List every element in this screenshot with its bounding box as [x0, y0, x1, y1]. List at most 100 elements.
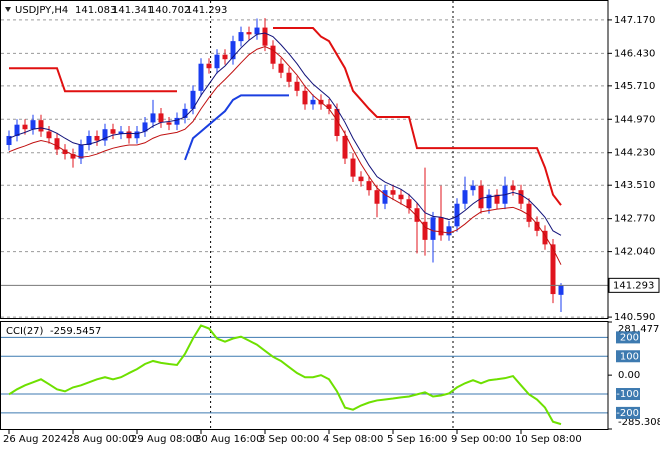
candle-body [166, 122, 172, 125]
candle-body [30, 120, 36, 130]
high-value: 141.341 [112, 5, 153, 16]
x-tick-label: 9 Sep 00:00 [451, 434, 511, 445]
candle-body [86, 135, 92, 146]
cci-line [8, 324, 562, 426]
level-label: -200 [616, 408, 639, 419]
candle-body [470, 185, 476, 191]
x-tick-label: 3 Sep 00:00 [259, 434, 319, 445]
y-tick-label: 142.040 [614, 247, 655, 258]
cci-value: -259.5457 [50, 326, 101, 337]
candle-body [118, 131, 124, 134]
candle-body [6, 135, 12, 146]
y-tick-label: 146.430 [614, 48, 655, 59]
candle-body [430, 217, 436, 240]
candle-body [198, 63, 204, 91]
y-tick-label: 140.590 [614, 312, 655, 323]
indicator-line [184, 94, 289, 161]
level-label-box [616, 331, 640, 344]
candle-body [222, 54, 228, 60]
candle-body [134, 131, 140, 139]
candle-body [406, 199, 412, 209]
candle-body [150, 113, 156, 123]
collapse-icon [5, 7, 11, 12]
y-tick-label: 281.4778 [618, 324, 660, 335]
candle-body [38, 120, 44, 132]
x-tick-label: 4 Sep 08:00 [323, 434, 383, 445]
candle-body [550, 244, 556, 295]
level-label-box [616, 406, 640, 419]
x-tick-label: 29 Aug 08:00 [131, 434, 198, 445]
cci-panel [0, 321, 609, 430]
y-tick-label: 0.00 [618, 370, 640, 381]
y-tick-label: 145.710 [614, 81, 655, 92]
candle-body [102, 129, 108, 141]
x-tick-label: 28 Aug 00:00 [67, 434, 134, 445]
candle-body [310, 99, 316, 105]
candle-body [518, 190, 524, 204]
candle-body [374, 190, 380, 204]
candle-body [278, 63, 284, 73]
candle-body [534, 221, 540, 231]
candle-body [478, 185, 484, 209]
candle-body [438, 217, 444, 236]
candle-body [350, 158, 356, 177]
candle-body [326, 104, 332, 109]
candle-body [510, 185, 516, 191]
candle-body [246, 32, 252, 35]
candle-body [542, 230, 548, 245]
candle-body [214, 54, 220, 69]
candle-body [366, 181, 372, 191]
price-label-box [608, 277, 660, 293]
candle-body [14, 124, 20, 136]
x-tick-label: 10 Sep 08:00 [515, 434, 582, 445]
candle-body [334, 108, 340, 136]
price-panel [0, 0, 609, 319]
x-tick-label: 26 Aug 2024 [3, 434, 67, 445]
candle-body [110, 129, 116, 134]
candle-body [46, 131, 52, 139]
candle-body [62, 149, 68, 155]
candle-body [54, 138, 60, 150]
candle-body [190, 90, 196, 109]
candle-body [294, 81, 300, 91]
candle-body [286, 72, 292, 82]
indicator-line [9, 27, 562, 206]
y-tick-label: 144.970 [614, 114, 655, 125]
candle-body [238, 32, 244, 42]
candle-body [142, 122, 148, 132]
candle-body [526, 203, 532, 222]
candle-body [446, 226, 452, 236]
candle-body [22, 124, 28, 130]
candle-body [70, 154, 76, 159]
y-tick-label: 142.770 [614, 214, 655, 225]
candle-body [230, 41, 236, 60]
candle-body [254, 27, 260, 35]
candle-body [414, 208, 420, 222]
y-tick-label: 143.510 [614, 180, 655, 191]
level-label-box [616, 388, 640, 401]
x-tick-label: 5 Sep 16:00 [387, 434, 447, 445]
candle-body [262, 27, 268, 46]
open-value: 141.083 [75, 5, 116, 16]
candle-body [422, 221, 428, 240]
candle-body [454, 203, 460, 227]
cci-title: CCI(27) [6, 326, 44, 337]
candle-body [382, 190, 388, 204]
candle-body [358, 176, 364, 182]
x-tick-label: 30 Aug 16:00 [195, 434, 262, 445]
level-label-box [616, 350, 640, 363]
close-value: 141.293 [186, 5, 227, 16]
level-label: 200 [620, 332, 639, 343]
level-label: -100 [616, 389, 639, 400]
symbol-title: USDJPY,H4 [15, 5, 68, 16]
candle-body [158, 113, 164, 123]
y-tick-label: 147.170 [614, 15, 655, 26]
candle-body [94, 135, 100, 141]
candle-body [558, 285, 564, 295]
candle-body [174, 117, 180, 125]
y-tick-label: -285.3087 [618, 417, 660, 428]
candle-body [494, 194, 500, 204]
candle-body [398, 194, 404, 200]
